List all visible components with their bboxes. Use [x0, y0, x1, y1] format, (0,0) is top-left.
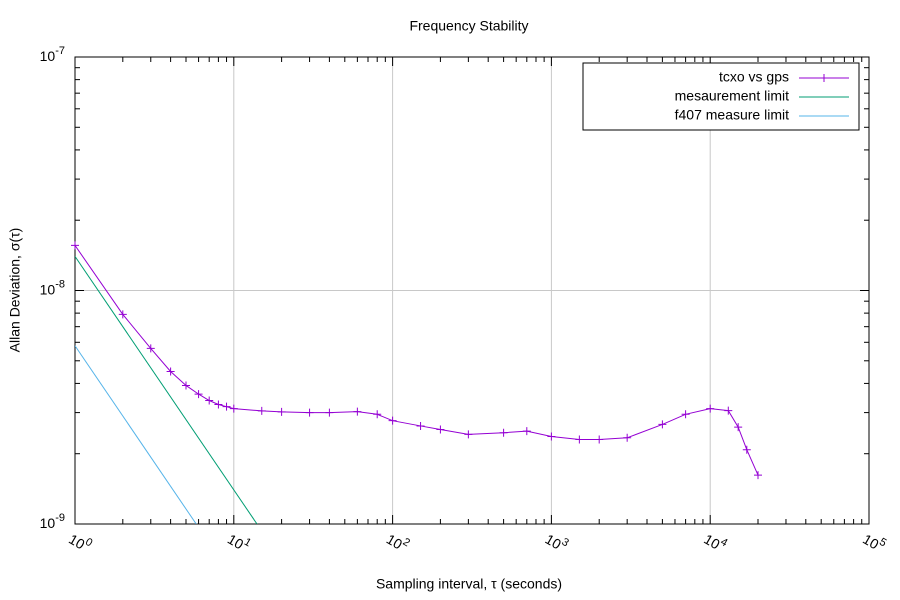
point-marker	[595, 435, 604, 444]
point-marker	[416, 421, 425, 430]
plot-frame	[74, 56, 870, 525]
legend-marker	[820, 74, 828, 82]
point-marker	[325, 408, 334, 417]
point-marker	[754, 471, 763, 480]
point-marker	[706, 404, 715, 413]
y-axis-label: Allan Deviation, σ(τ)	[7, 228, 23, 353]
point-marker	[388, 416, 397, 425]
point-marker	[373, 410, 382, 419]
point-marker	[734, 423, 743, 432]
x-tick-label: 105	[860, 528, 888, 555]
x-tick-label: 102	[384, 528, 412, 555]
point-marker	[575, 435, 584, 444]
point-marker	[214, 400, 223, 409]
point-marker	[194, 390, 203, 399]
legend-label: mesaurement limit	[675, 88, 789, 104]
point-marker	[353, 407, 362, 416]
point-marker	[146, 344, 155, 353]
plot-area	[75, 245, 759, 524]
point-marker	[547, 432, 556, 441]
legend-label: tcxo vs gps	[719, 69, 789, 85]
point-marker	[277, 407, 286, 416]
y-tick-label: 10-8	[40, 278, 65, 297]
chart-title: Frequency Stability	[409, 18, 528, 34]
point-marker	[623, 433, 632, 442]
series-line	[75, 345, 197, 524]
point-marker	[181, 381, 190, 390]
point-marker	[257, 406, 266, 415]
point-marker	[166, 367, 175, 376]
point-marker	[118, 310, 127, 319]
point-marker	[305, 408, 314, 417]
x-axis-label: Sampling interval, τ (seconds)	[376, 576, 562, 592]
point-marker	[71, 241, 79, 250]
point-marker	[499, 428, 508, 437]
series-line	[75, 256, 258, 524]
point-marker	[436, 425, 445, 434]
point-marker	[222, 402, 231, 411]
legend-label: f407 measure limit	[675, 107, 789, 123]
point-marker	[464, 430, 473, 439]
x-tick-label: 104	[701, 528, 729, 555]
x-tick-label: 101	[225, 528, 253, 555]
point-marker	[229, 404, 238, 413]
point-marker	[522, 427, 531, 436]
point-marker	[724, 406, 733, 415]
point-marker	[658, 420, 667, 429]
point-marker	[742, 445, 751, 454]
point-marker	[205, 396, 214, 405]
series-line	[75, 245, 759, 476]
y-tick-label: 10-9	[40, 512, 65, 531]
point-marker	[681, 410, 690, 419]
x-tick-label: 100	[66, 528, 94, 555]
x-tick-label: 103	[543, 528, 571, 555]
y-tick-label: 10-7	[40, 45, 65, 64]
